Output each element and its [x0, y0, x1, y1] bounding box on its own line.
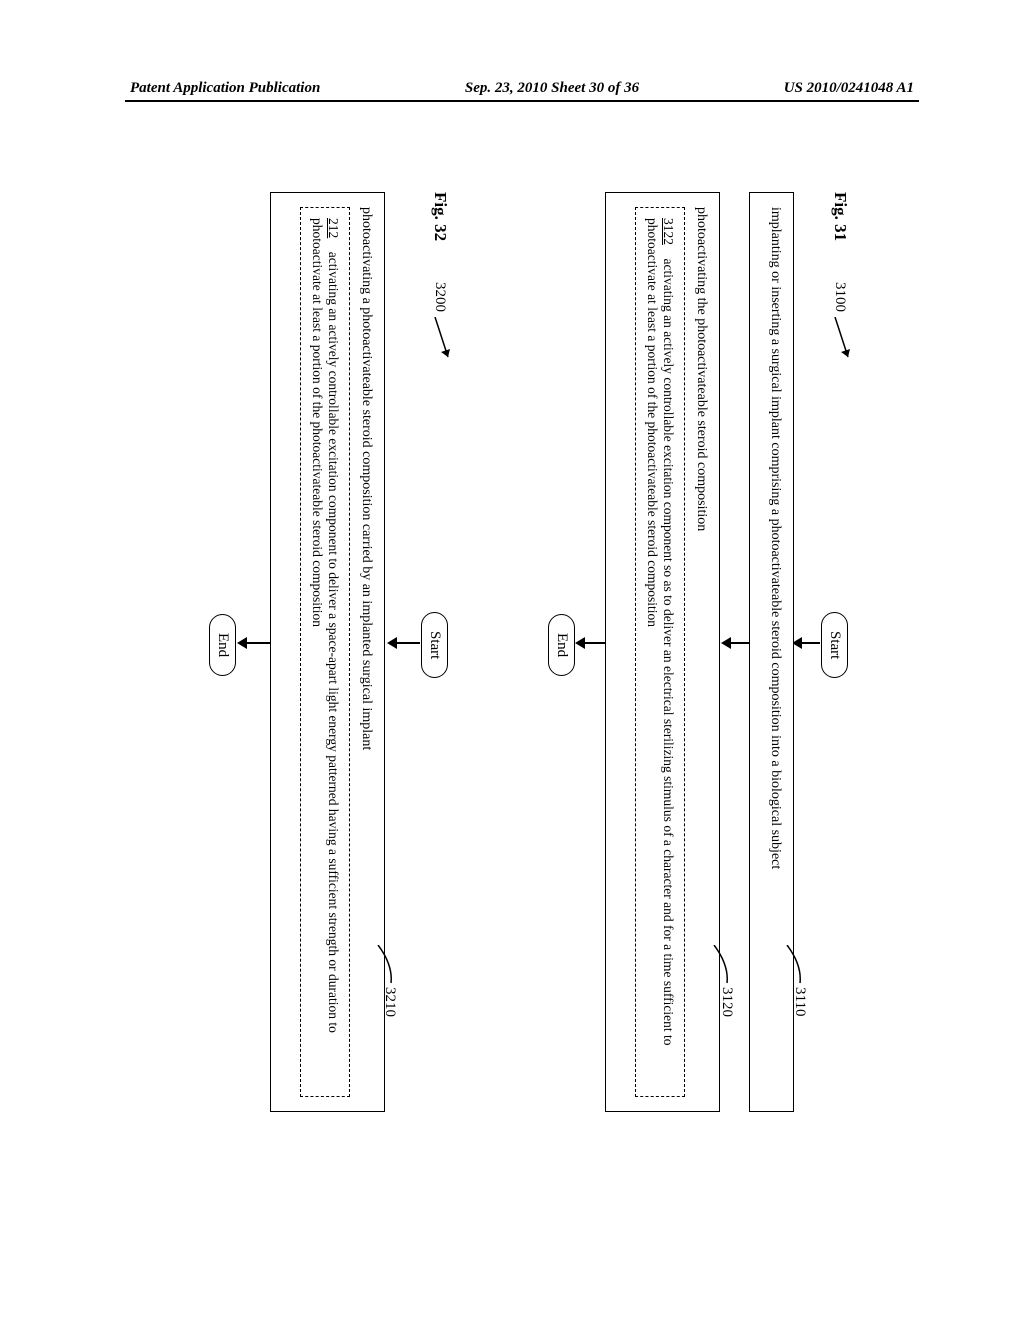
- fig31-leader1-icon: [777, 945, 802, 985]
- fig32-inner-text: activating an actively controllable exci…: [310, 218, 341, 1033]
- fig32-end-terminal: End: [209, 614, 236, 676]
- fig31-box1-ref: 3110: [791, 987, 808, 1016]
- fig31-arrow-icon: [833, 317, 853, 367]
- fig31-inner-text: activating an actively controllable exci…: [645, 218, 676, 1045]
- fig32-arrow-icon: [433, 317, 453, 367]
- diagram-container: Fig. 31 3100 Start implanting or inserti…: [0, 357, 1024, 1037]
- fig32-inner-ref: 212: [326, 218, 341, 238]
- fig31-box1-text: implanting or inserting a surgical impla…: [768, 207, 783, 869]
- fig31-arrow3: [583, 642, 605, 644]
- fig31-label: Fig. 31: [830, 192, 850, 241]
- fig31-start-terminal: Start: [821, 612, 848, 678]
- fig32-arrow2: [245, 642, 270, 644]
- fig31-box2-ref: 3120: [718, 987, 735, 1017]
- fig31-inner-ref: 3122: [661, 218, 676, 245]
- fig32-box1-ref: 3210: [381, 987, 398, 1017]
- fig32-arrow1: [395, 642, 420, 644]
- fig31-arrow2: [729, 642, 749, 644]
- fig31-box2: photoactivating the photoactivateable st…: [605, 192, 720, 1112]
- fig31-leader2-icon: [704, 945, 729, 985]
- header-center: Sep. 23, 2010 Sheet 30 of 36: [465, 80, 639, 97]
- fig32-flow-number: 3200: [431, 282, 448, 312]
- fig31-end-terminal: End: [548, 614, 575, 676]
- inner-diagram: Fig. 31 3100 Start implanting or inserti…: [170, 182, 850, 1212]
- fig31-arrow1: [800, 642, 820, 644]
- fig32-start-terminal: Start: [421, 612, 448, 678]
- fig31-flow-number: 3100: [831, 282, 848, 312]
- fig32-label: Fig. 32: [430, 192, 450, 241]
- page-header: Patent Application Publication Sep. 23, …: [0, 80, 1024, 97]
- fig31-box2-text: photoactivating the photoactivateable st…: [694, 207, 709, 531]
- header-divider: [125, 100, 919, 102]
- fig32-leader1-icon: [368, 945, 393, 985]
- fig32-box1-inner: 212 activating an actively controllable …: [300, 207, 350, 1097]
- fig32-box1-text: photoactivating a photoactivateable ster…: [359, 207, 374, 750]
- header-left: Patent Application Publication: [130, 80, 320, 97]
- header-right: US 2010/0241048 A1: [784, 80, 914, 97]
- fig31-box2-inner: 3122 activating an actively controllable…: [635, 207, 685, 1097]
